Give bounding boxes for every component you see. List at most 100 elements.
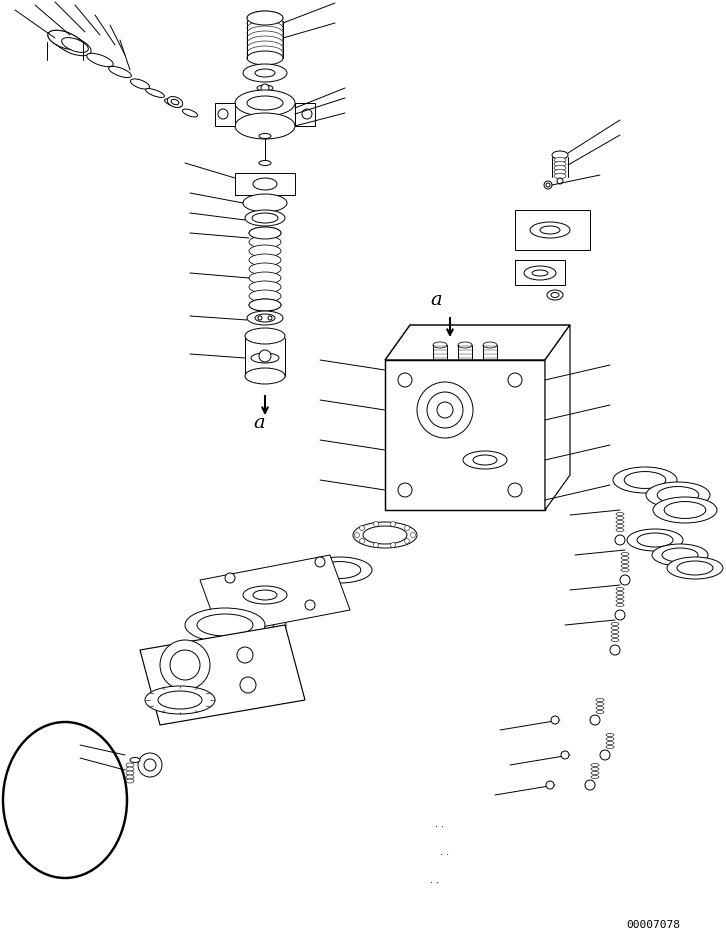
Ellipse shape [243, 586, 287, 604]
Ellipse shape [126, 767, 134, 771]
Circle shape [391, 522, 396, 527]
Ellipse shape [214, 610, 286, 640]
Ellipse shape [145, 686, 215, 714]
Circle shape [398, 483, 412, 497]
Ellipse shape [48, 30, 82, 50]
Ellipse shape [591, 768, 599, 771]
Ellipse shape [353, 522, 417, 548]
Ellipse shape [257, 85, 273, 91]
Ellipse shape [259, 134, 271, 138]
Ellipse shape [245, 210, 285, 226]
Ellipse shape [524, 266, 556, 280]
Circle shape [170, 650, 200, 680]
Ellipse shape [616, 592, 624, 594]
Circle shape [177, 689, 193, 705]
Circle shape [373, 543, 378, 547]
Ellipse shape [126, 771, 134, 775]
Ellipse shape [259, 160, 271, 166]
Ellipse shape [247, 36, 283, 50]
Ellipse shape [57, 37, 91, 56]
Circle shape [373, 522, 378, 527]
Ellipse shape [616, 528, 624, 531]
Ellipse shape [247, 11, 283, 25]
Circle shape [557, 178, 563, 184]
Circle shape [258, 316, 262, 320]
Circle shape [315, 557, 325, 567]
Ellipse shape [126, 775, 134, 779]
Circle shape [268, 316, 272, 320]
Ellipse shape [616, 516, 624, 519]
Text: a: a [430, 291, 441, 309]
Ellipse shape [458, 342, 472, 348]
Ellipse shape [227, 615, 274, 635]
Ellipse shape [255, 314, 275, 322]
Ellipse shape [249, 227, 281, 239]
Ellipse shape [596, 706, 604, 709]
Circle shape [261, 84, 269, 92]
Ellipse shape [611, 623, 619, 625]
Polygon shape [545, 325, 570, 510]
Ellipse shape [554, 170, 566, 174]
Ellipse shape [261, 586, 329, 614]
Ellipse shape [621, 560, 629, 563]
Text: a: a [253, 414, 264, 432]
Ellipse shape [247, 21, 283, 35]
Circle shape [359, 526, 364, 530]
Ellipse shape [611, 626, 619, 629]
Ellipse shape [591, 775, 599, 778]
Ellipse shape [249, 227, 281, 239]
Circle shape [144, 759, 156, 771]
Ellipse shape [616, 521, 624, 524]
Ellipse shape [483, 342, 497, 348]
Ellipse shape [247, 96, 283, 110]
Ellipse shape [249, 299, 281, 311]
Ellipse shape [48, 30, 82, 50]
Circle shape [546, 781, 554, 789]
Circle shape [160, 640, 210, 690]
Ellipse shape [433, 342, 447, 348]
Ellipse shape [243, 194, 287, 212]
Text: · ·: · · [440, 850, 449, 860]
Circle shape [551, 716, 559, 724]
Ellipse shape [197, 614, 253, 636]
Circle shape [546, 183, 550, 187]
Ellipse shape [62, 38, 89, 53]
Circle shape [237, 647, 253, 663]
Ellipse shape [653, 497, 717, 523]
Ellipse shape [252, 213, 278, 223]
Ellipse shape [249, 281, 281, 293]
Circle shape [354, 532, 359, 538]
Circle shape [259, 350, 271, 362]
Ellipse shape [606, 745, 614, 749]
Ellipse shape [131, 79, 150, 89]
Ellipse shape [621, 569, 629, 572]
Circle shape [437, 402, 453, 418]
Ellipse shape [249, 290, 281, 302]
Circle shape [410, 532, 415, 538]
Ellipse shape [249, 254, 281, 266]
Circle shape [240, 677, 256, 693]
Ellipse shape [637, 533, 673, 547]
Polygon shape [515, 260, 565, 285]
Ellipse shape [245, 368, 285, 384]
Ellipse shape [616, 595, 624, 598]
Ellipse shape [145, 89, 165, 97]
Ellipse shape [611, 630, 619, 634]
Ellipse shape [249, 263, 281, 275]
Circle shape [585, 780, 595, 790]
Ellipse shape [596, 703, 604, 706]
Ellipse shape [664, 501, 706, 518]
Ellipse shape [621, 553, 629, 556]
Ellipse shape [554, 166, 566, 171]
Ellipse shape [249, 299, 281, 311]
Ellipse shape [126, 779, 134, 783]
Circle shape [427, 392, 463, 428]
Ellipse shape [627, 529, 683, 551]
Ellipse shape [235, 113, 295, 139]
Ellipse shape [606, 741, 614, 744]
Ellipse shape [613, 467, 677, 493]
Ellipse shape [165, 99, 182, 107]
Ellipse shape [130, 757, 140, 762]
Polygon shape [200, 555, 350, 635]
Polygon shape [515, 210, 590, 250]
